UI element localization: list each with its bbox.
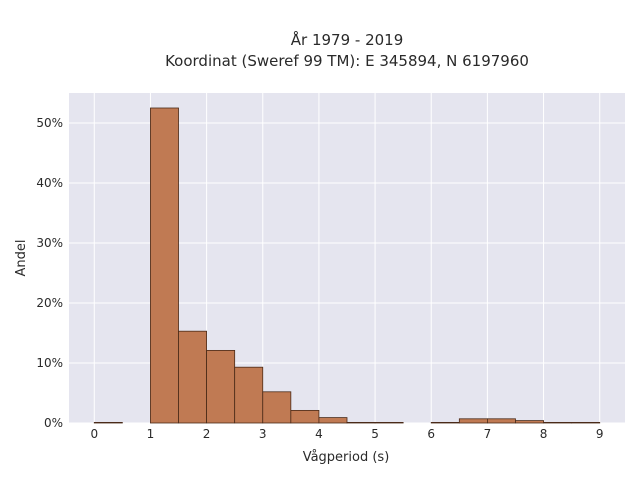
x-tick-label: 0 — [90, 427, 98, 441]
x-axis-ticks: 0 1 2 3 4 5 6 7 8 9 — [90, 427, 603, 441]
histogram-bar — [374, 421, 404, 424]
x-tick-label: 3 — [259, 427, 267, 441]
histogram-bar — [571, 421, 601, 424]
y-tick-label: 30% — [36, 236, 63, 250]
x-tick-label: 9 — [596, 427, 604, 441]
histogram-bar — [318, 417, 348, 424]
histogram-bar — [93, 421, 123, 424]
histogram-bar — [430, 421, 460, 424]
y-tick-label: 10% — [36, 356, 63, 370]
y-tick-label: 0% — [44, 416, 63, 430]
histogram-bar — [458, 418, 488, 424]
x-tick-label: 7 — [484, 427, 492, 441]
x-tick-label: 5 — [371, 427, 379, 441]
x-tick-label: 6 — [427, 427, 435, 441]
bars-group — [93, 107, 601, 424]
histogram-bar — [515, 420, 544, 424]
x-tick-label: 4 — [315, 427, 323, 441]
histogram-bar — [543, 421, 573, 424]
chart-title: År 1979 - 2019 — [291, 30, 404, 49]
histogram-bar — [346, 421, 376, 424]
histogram-bar — [487, 418, 516, 424]
y-axis-ticks: 0% 10% 20% 30% 40% 50% — [36, 116, 63, 430]
histogram-bar — [262, 391, 292, 424]
x-tick-label: 8 — [540, 427, 548, 441]
y-tick-label: 50% — [36, 116, 63, 130]
histogram-bar — [206, 349, 236, 424]
histogram-bar — [290, 409, 320, 424]
y-axis-label: Andel — [14, 240, 29, 277]
histogram-bar — [234, 366, 264, 424]
x-tick-label: 2 — [203, 427, 211, 441]
chart-subtitle: Koordinat (Sweref 99 TM): E 345894, N 61… — [165, 52, 529, 70]
x-axis-label: Vågperiod (s) — [303, 450, 390, 465]
y-tick-label: 40% — [36, 176, 63, 190]
histogram-bar — [178, 330, 207, 424]
y-tick-label: 20% — [36, 296, 63, 310]
histogram-bar — [150, 107, 179, 424]
x-tick-label: 1 — [147, 427, 155, 441]
